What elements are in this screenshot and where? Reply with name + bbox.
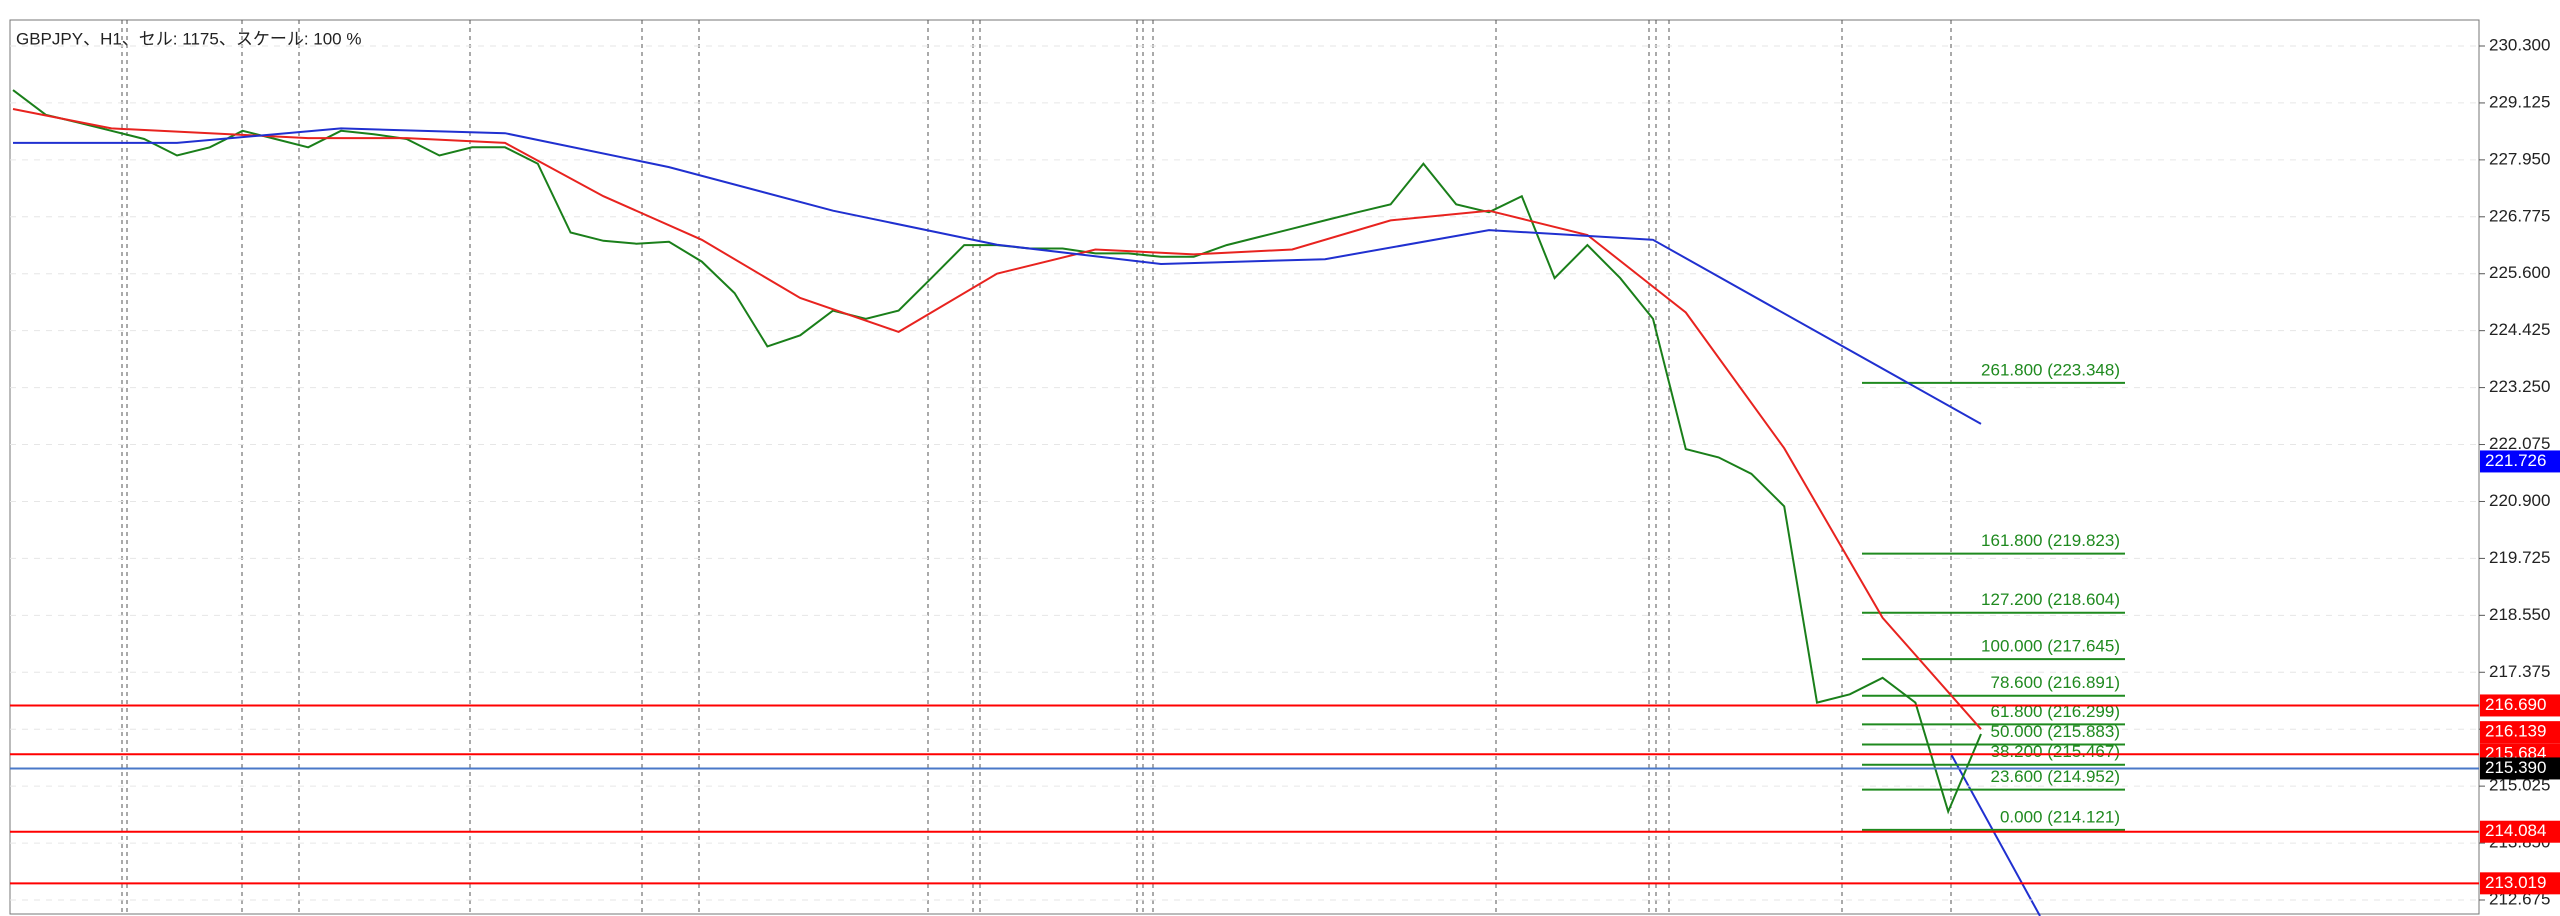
fib-label: 50.000 (215.883) [1991,722,2121,741]
fib-label: 161.800 (219.823) [1981,531,2120,550]
fib-label: 100.000 (217.645) [1981,637,2120,656]
y-tick-label: 224.425 [2489,320,2550,339]
price-tag-label: 216.139 [2485,722,2546,741]
price-tag [2480,872,2560,895]
fib-label: 61.800 (216.299) [1991,702,2121,721]
y-tick-label: 229.125 [2489,92,2550,111]
plot-frame [9,19,2480,915]
y-tick-label: 217.375 [2489,662,2550,681]
fib-label: 127.200 (218.604) [1981,590,2120,609]
y-tick-label: 225.600 [2489,263,2550,282]
fib-label: 78.600 (216.891) [1991,673,2121,692]
price-line [12,108,1982,730]
y-tick-label: 223.250 [2489,377,2550,396]
price-tag [2480,450,2560,473]
chart-title: GBPJPY、H1、セル: 1175、スケール: 100 % [16,29,361,48]
price-tag [2480,721,2560,744]
price-line [13,127,1982,425]
y-tick-label: 219.725 [2489,548,2550,567]
y-tick-label: 218.550 [2489,605,2550,624]
trend-line [1950,753,2041,916]
fib-label: 261.800 (223.348) [1981,360,2120,379]
price-tag [2480,820,2560,843]
y-tick-label: 230.300 [2489,35,2550,54]
price-tag [2480,757,2560,780]
y-tick-label: 227.950 [2489,149,2550,168]
price-tag [2480,694,2560,717]
y-tick-label: 220.900 [2489,491,2550,510]
y-tick-label: 222.075 [2489,434,2550,453]
fib-label: 38.200 (215.467) [1991,742,2121,761]
price-tag-label: 213.019 [2485,873,2546,892]
price-tag-label: 215.390 [2485,758,2546,777]
fib-label: 23.600 (214.952) [1991,767,2121,786]
price-tag-label: 221.726 [2485,451,2546,470]
fib-label: 0.000 (214.121) [2000,807,2120,826]
y-tick-label: 226.775 [2489,206,2550,225]
y-tick-label: 215.025 [2489,776,2550,795]
price-tag-label: 216.690 [2485,695,2546,714]
price-tag-label: 214.084 [2485,821,2546,840]
